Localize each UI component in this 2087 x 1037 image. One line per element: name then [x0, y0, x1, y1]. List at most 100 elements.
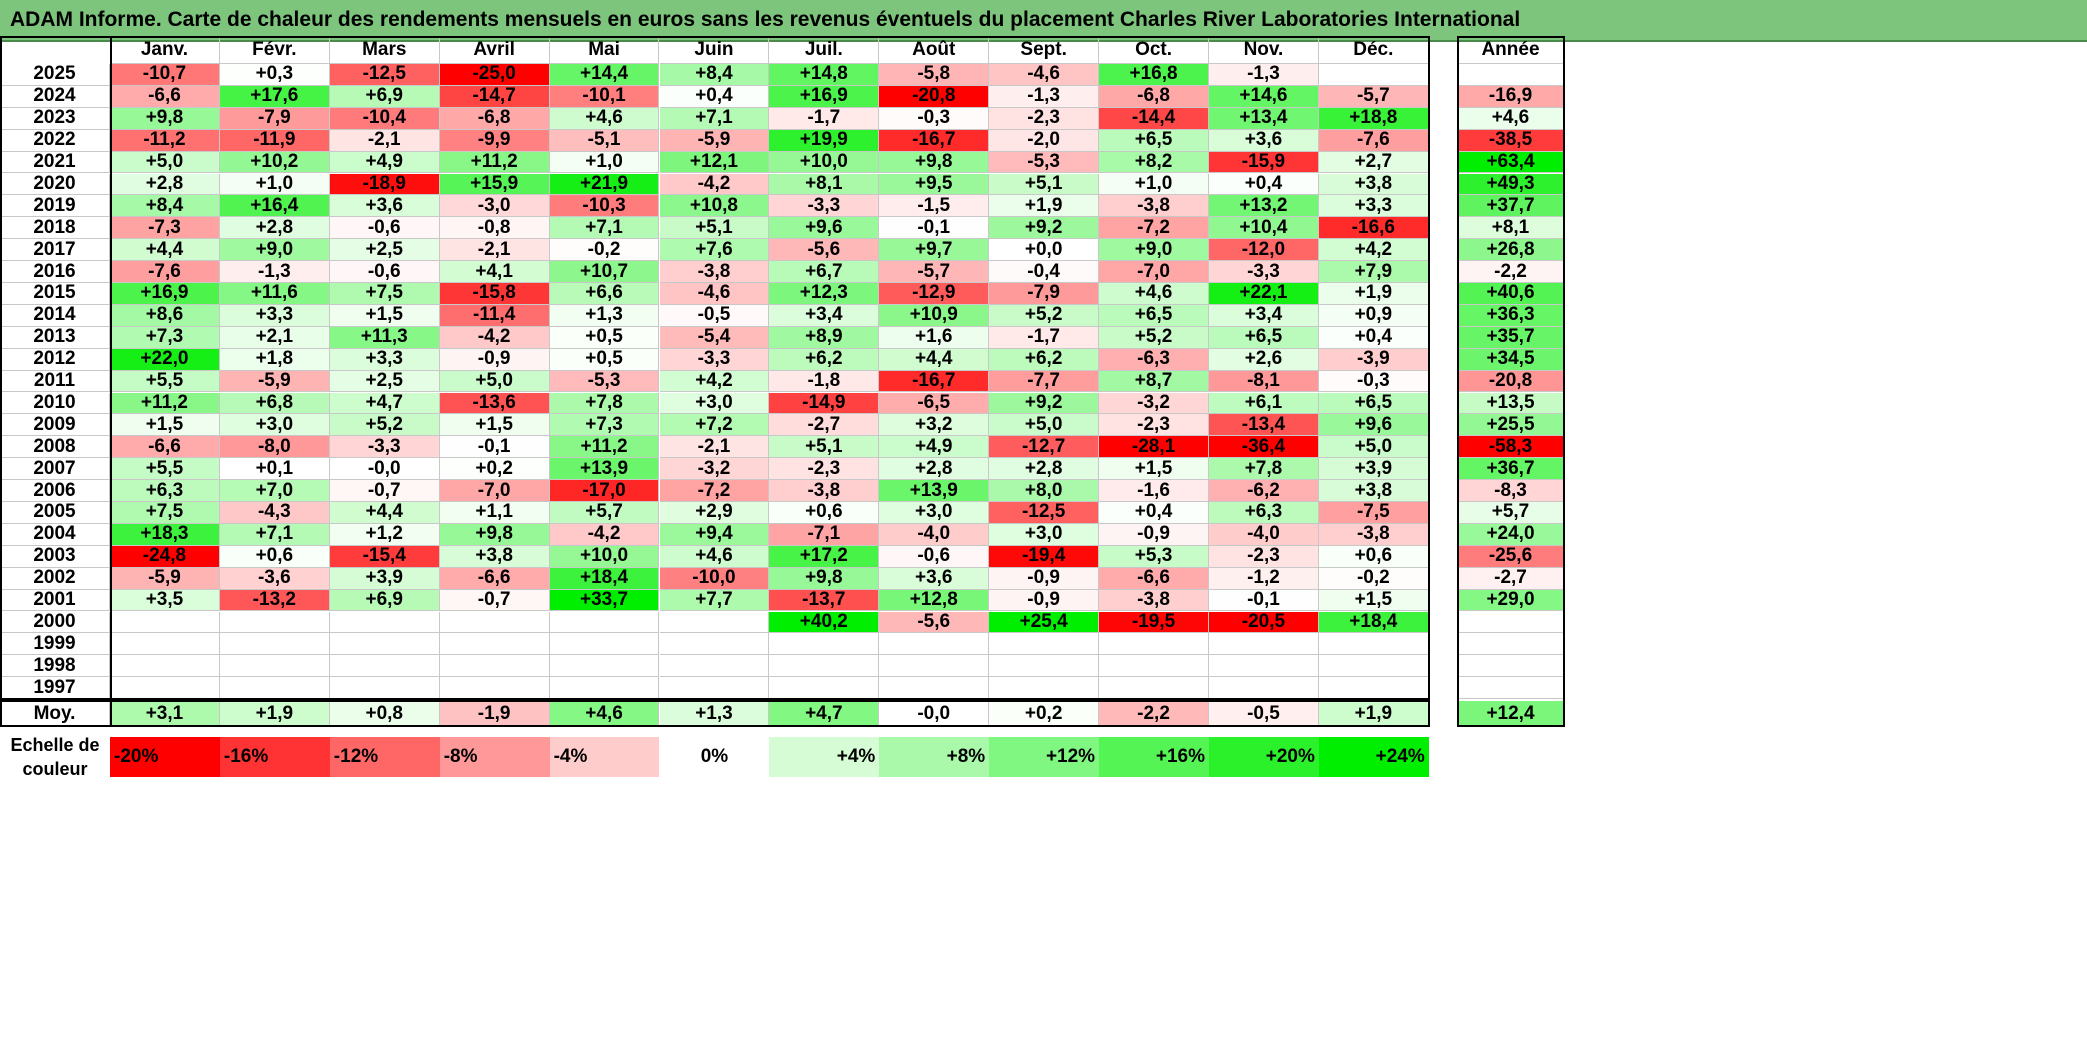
- heatmap-cell: +0,0: [989, 239, 1100, 262]
- heatmap-cell: -6,6: [110, 436, 220, 459]
- heatmap-cell: +17,2: [769, 545, 880, 568]
- heatmap-cell: +2,1: [219, 326, 330, 349]
- heatmap-cell: +16,9: [110, 282, 220, 305]
- annual-cell: +36,7: [1457, 458, 1565, 481]
- heatmap-cell: +7,8: [1209, 458, 1319, 481]
- heatmap-cell: +9,6: [769, 217, 880, 240]
- heatmap-cell: +5,3: [1099, 545, 1209, 568]
- heatmap-cell: +3,3: [219, 304, 330, 327]
- heatmap-cell: +21,9: [549, 173, 660, 196]
- average-cell: +1,9: [1318, 701, 1429, 727]
- heatmap-cell: -1,3: [1209, 63, 1319, 86]
- heatmap-cell: +6,3: [110, 480, 220, 502]
- heatmap-cell: -13,6: [439, 392, 550, 415]
- heatmap-cell: -4,2: [659, 173, 770, 196]
- heatmap-cell: -7,7: [989, 370, 1100, 393]
- heatmap-cell: [439, 611, 550, 634]
- heatmap-cell: +1,1: [439, 501, 550, 524]
- chart-title: ADAM Informe. Carte de chaleur des rende…: [10, 8, 1521, 31]
- heatmap-cell: +25,4: [989, 611, 1100, 634]
- heatmap-cell: +0,4: [1318, 326, 1429, 349]
- heatmap-cell: +6,3: [1209, 501, 1319, 524]
- heatmap-cell: +4,6: [659, 545, 770, 568]
- heatmap-cell: +9,0: [219, 239, 330, 262]
- heatmap-cell: +8,1: [769, 173, 880, 196]
- year-label: 2008: [0, 436, 110, 459]
- heatmap-cell: -24,8: [110, 545, 220, 568]
- year-label: 2015: [0, 282, 110, 305]
- scale-swatch: +16%: [1099, 737, 1209, 777]
- heatmap-cell: +4,7: [329, 392, 440, 415]
- heatmap-cell: +7,7: [659, 589, 770, 612]
- annual-header: Année: [1457, 36, 1565, 64]
- annual-cell: [1457, 655, 1565, 678]
- annual-cell: -2,2: [1457, 261, 1565, 283]
- heatmap-cell: +7,8: [549, 392, 660, 415]
- heatmap-cell: +2,8: [879, 458, 990, 481]
- heatmap-cell: +8,7: [1099, 370, 1209, 393]
- heatmap-cell: -25,0: [439, 63, 550, 86]
- heatmap-cell: +9,2: [989, 217, 1100, 240]
- average-cell: +0,8: [329, 701, 440, 727]
- heatmap-cell: +11,2: [110, 392, 220, 415]
- heatmap-cell: -3,8: [659, 261, 770, 283]
- heatmap-cell: -5,6: [769, 239, 880, 262]
- heatmap-cell: +7,3: [549, 414, 660, 437]
- heatmap-cell: +6,6: [549, 282, 660, 305]
- heatmap-cell: +18,4: [549, 567, 660, 590]
- heatmap-cell: +19,9: [769, 129, 880, 152]
- heatmap-cell: +10,0: [549, 545, 660, 568]
- heatmap-cell: +7,1: [549, 217, 660, 240]
- heatmap-cell: -1,3: [989, 85, 1100, 108]
- heatmap-cell: -2,3: [1099, 414, 1209, 437]
- heatmap-cell: -20,8: [879, 85, 990, 108]
- heatmap-cell: -3,0: [439, 195, 550, 218]
- heatmap-cell: +10,4: [1209, 217, 1319, 240]
- annual-cell: +26,8: [1457, 239, 1565, 262]
- heatmap-cell: -6,6: [110, 85, 220, 108]
- heatmap-cell: -20,5: [1209, 611, 1319, 634]
- scale-swatch: -12%: [329, 737, 440, 777]
- month-header: Nov.: [1209, 36, 1319, 64]
- heatmap-cell: -8,0: [219, 436, 330, 459]
- heatmap-cell: -0,2: [549, 239, 660, 262]
- heatmap-cell: +7,9: [1318, 261, 1429, 283]
- heatmap-cell: +4,6: [1099, 282, 1209, 305]
- heatmap-cell: +4,9: [329, 151, 440, 174]
- heatmap-cell: +7,5: [110, 501, 220, 524]
- heatmap-cell: [549, 655, 660, 678]
- heatmap-cell: -6,2: [1209, 480, 1319, 502]
- month-header: Déc.: [1318, 36, 1429, 64]
- heatmap-cell: -0,7: [329, 480, 440, 502]
- heatmap-cell: -0,9: [989, 589, 1100, 612]
- heatmap-cell: -3,3: [329, 436, 440, 459]
- annual-cell: +34,5: [1457, 348, 1565, 371]
- heatmap-cell: -4,2: [549, 523, 660, 546]
- year-label: 1997: [0, 677, 110, 700]
- heatmap-cell: +9,8: [879, 151, 990, 174]
- heatmap-cell: -7,2: [1099, 217, 1209, 240]
- heatmap-cell: +10,7: [549, 261, 660, 283]
- heatmap-cell: -0,0: [329, 458, 440, 481]
- heatmap-cell: [879, 677, 990, 700]
- heatmap-cell: -2,3: [989, 107, 1100, 130]
- heatmap-cell: -3,8: [1318, 523, 1429, 546]
- heatmap-cell: -14,9: [769, 392, 880, 415]
- heatmap-cell: +1,0: [219, 173, 330, 196]
- heatmap-cell: [769, 633, 880, 656]
- annual-cell: +5,7: [1457, 501, 1565, 524]
- heatmap-cell: -4,0: [879, 523, 990, 546]
- heatmap-cell: +2,8: [219, 217, 330, 240]
- heatmap-cell: -6,8: [1099, 85, 1209, 108]
- heatmap-cell: +0,6: [769, 501, 880, 524]
- heatmap-cell: -0,3: [879, 107, 990, 130]
- heatmap-cell: +1,0: [1099, 173, 1209, 196]
- scale-swatch: -16%: [219, 737, 330, 777]
- heatmap-cell: -7,5: [1318, 501, 1429, 524]
- heatmap-cell: +12,3: [769, 282, 880, 305]
- heatmap-cell: +10,0: [769, 151, 880, 174]
- annual-cell: [1457, 633, 1565, 656]
- heatmap-cell: -12,5: [989, 501, 1100, 524]
- heatmap-cell: -0,7: [439, 589, 550, 612]
